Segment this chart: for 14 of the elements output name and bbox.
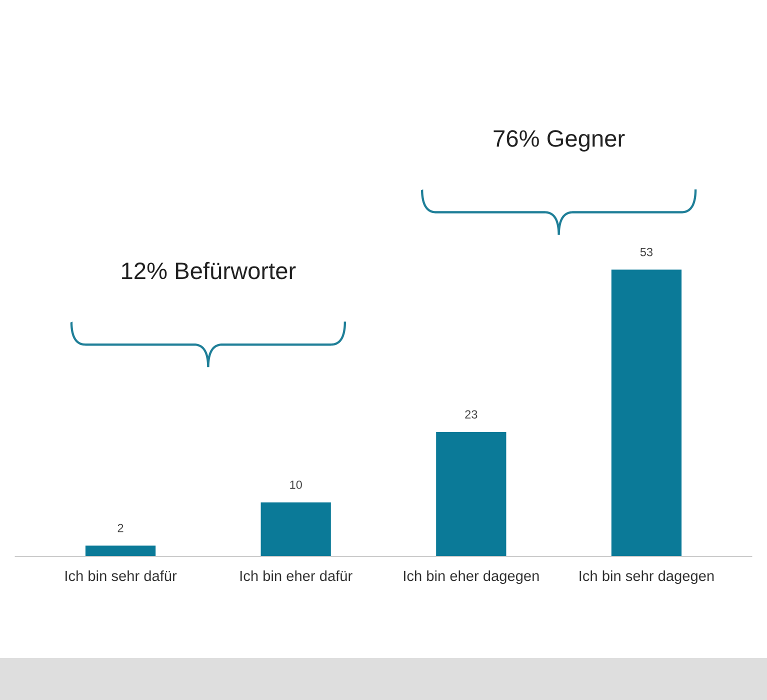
data-label: 10 [290,480,302,489]
bar [85,546,156,556]
x-tick-label: Ich bin sehr dagegen [580,570,714,584]
x-tick-label: Ich bin eher dafür [240,570,352,582]
data-label: 23 [465,410,478,419]
x-tick-label: Ich bin eher dagegen [404,570,539,584]
data-label: 2 [118,524,124,532]
annotation: 12% Befürworter [122,262,296,280]
x-tick-label: Ich bin sehr dafür [66,570,177,582]
data-label: 53 [640,248,653,256]
text: 76% Gegner [494,130,625,152]
bar [611,270,682,556]
bar [260,502,331,556]
bar [436,432,506,556]
